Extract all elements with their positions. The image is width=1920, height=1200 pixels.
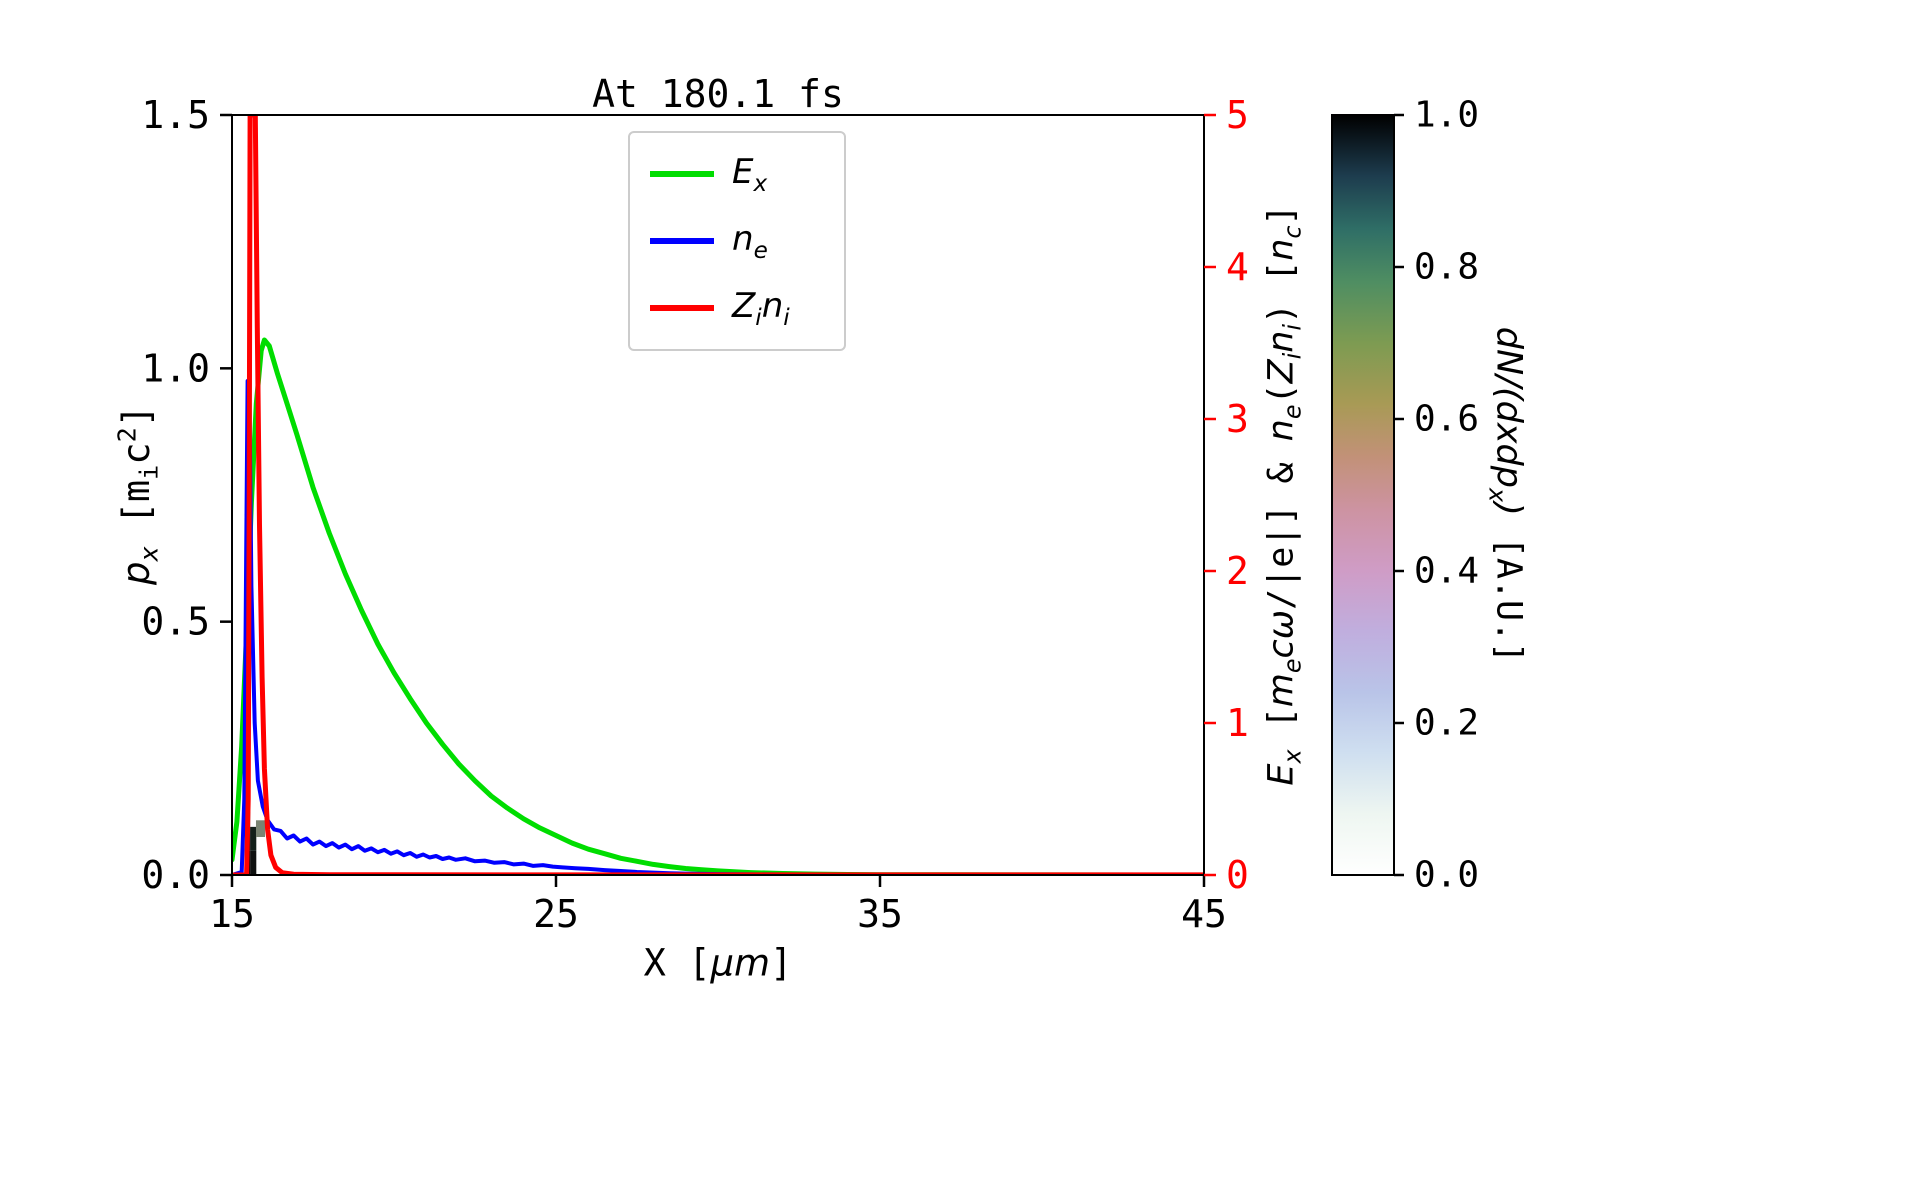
colorbar-tick-label: 0.0	[1414, 855, 1479, 896]
left-y-tick-label: 1.5	[141, 93, 210, 137]
left-y-tick-label: 1.0	[141, 346, 210, 390]
legend-label: ne	[732, 218, 768, 264]
right-y-tick-label: 3	[1226, 397, 1249, 441]
colorbar-gradient	[1332, 115, 1394, 875]
right-y-tick-label: 5	[1226, 93, 1249, 137]
legend-line-sample	[650, 304, 714, 311]
colorbar-tick-label: 0.8	[1414, 247, 1479, 288]
left-y-tick-label: 0.5	[141, 600, 210, 644]
right-y-tick-label: 1	[1226, 701, 1249, 745]
right-y-tick-label: 2	[1226, 549, 1249, 593]
legend: Ex ne Zini	[628, 131, 846, 352]
x-tick-label: 15	[209, 892, 255, 936]
legend-item-0: Ex	[630, 141, 844, 208]
right-y-tick-label: 0	[1226, 853, 1249, 897]
colorbar-label: dN/(dxdpx) [A.U.]	[1483, 326, 1529, 664]
left-y-tick-label: 0.0	[141, 853, 210, 897]
series-line-1	[232, 379, 1204, 875]
series-line-2	[232, 115, 1204, 875]
plot-frame	[231, 114, 1205, 876]
colorbar-ticks: 0.0 0.2 0.4 0.6 0.8 1.0	[1394, 95, 1479, 896]
right-y-tick-label: 4	[1226, 245, 1249, 289]
x-tick-label: 35	[857, 892, 903, 936]
right-y-axis-ticks: 0 1 2 3 4 5	[1204, 93, 1249, 897]
legend-label: Zini	[732, 285, 790, 331]
x-axis-label: X [μm]	[643, 941, 793, 985]
legend-item-2: Zini	[630, 275, 844, 342]
heatmap-cell	[250, 850, 257, 875]
colorbar-tick-label: 0.6	[1414, 399, 1479, 440]
x-tick-label: 25	[533, 892, 579, 936]
series-layer	[232, 115, 1204, 875]
heatmap-cell	[255, 820, 266, 837]
heatmap-cell	[250, 826, 257, 851]
x-tick-label: 45	[1181, 892, 1227, 936]
series-line-0	[232, 337, 1204, 875]
legend-line-sample	[650, 171, 714, 178]
colorbar-tick-label: 1.0	[1414, 95, 1479, 136]
right-y-axis-label: Ex [mecω/|e|] & ne(Zini) [nc]	[1261, 204, 1307, 786]
colorbar-tick-label: 0.2	[1414, 703, 1479, 744]
legend-label: Ex	[732, 152, 768, 197]
colorbar-frame	[1331, 114, 1395, 876]
chart-title: At 180.1 fs	[592, 72, 844, 116]
x-axis-ticks: 15 25 35 45	[209, 875, 1227, 936]
colorbar-tick-label: 0.4	[1414, 551, 1479, 592]
legend-line-sample	[650, 238, 714, 245]
left-y-axis-label: px [mic2]	[112, 404, 164, 586]
left-y-axis-ticks: 0.0 0.5 1.0 1.5	[141, 93, 232, 897]
legend-item-1: ne	[630, 208, 844, 275]
